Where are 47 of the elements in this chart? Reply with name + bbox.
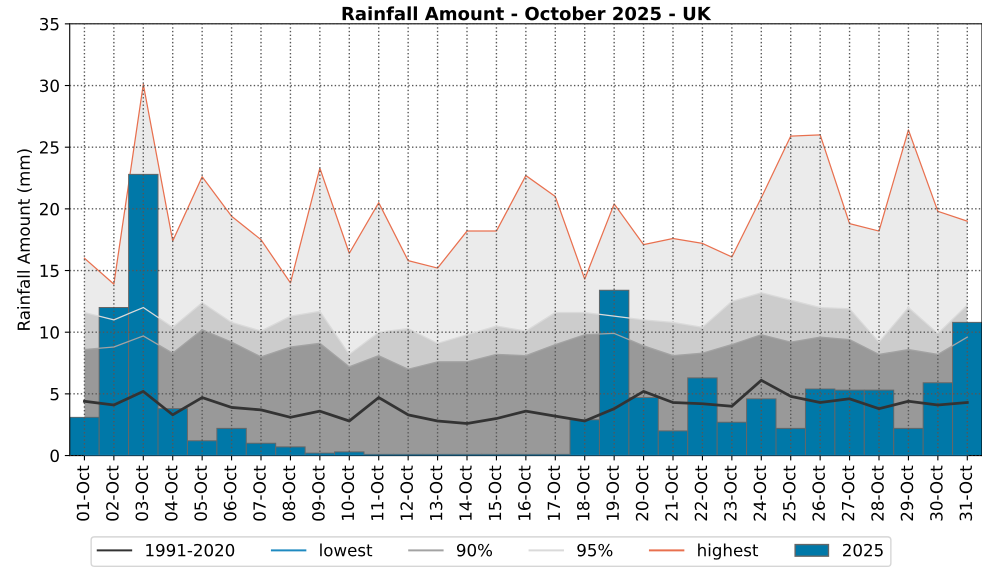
x-tick-label: 13-Oct <box>430 466 442 520</box>
y-tick-label: 25 <box>40 141 59 154</box>
y-tick-label: 15 <box>40 264 59 278</box>
legend-label: highest <box>698 544 758 560</box>
y-tick-label: 35 <box>40 18 59 30</box>
y-axis-title: Rainfall Amount (mm) <box>17 149 32 330</box>
x-tick-label: 09-Oct <box>312 466 325 521</box>
x-tick-label: 07-Oct <box>253 466 266 521</box>
y-tick-label: 0 <box>50 450 59 462</box>
x-tick-label: 31-Oct <box>960 466 972 520</box>
x-tick-label: 18-Oct <box>576 466 590 520</box>
x-tick-label: 17-Oct <box>548 466 560 520</box>
x-tick-label: 28-Oct <box>871 466 884 521</box>
x-tick-label: 05-Oct <box>194 466 207 521</box>
legend-label: 2025 <box>843 544 883 556</box>
y-tick-label: 20 <box>40 202 59 216</box>
x-tick-label: 25-Oct <box>782 466 796 521</box>
x-tick-label: 30-Oct <box>930 466 943 520</box>
y-tick-label: 10 <box>40 326 59 339</box>
x-tick-label: 21-Oct <box>665 466 678 521</box>
x-tick-label: 16-Oct <box>518 466 531 520</box>
legend-label: 1991-2020 <box>146 544 234 556</box>
legend-label: 95% <box>577 544 612 556</box>
x-tick-label: 29-Oct <box>900 466 914 521</box>
x-tick-label: 04-Oct <box>164 466 178 521</box>
x-tick-label: 27-Oct <box>842 466 854 521</box>
x-tick-label: 14-Oct <box>459 466 472 520</box>
legend-label: 90% <box>456 544 492 556</box>
x-tick-label: 03-Oct <box>136 466 148 521</box>
x-tick-label: 10-Oct <box>342 466 354 520</box>
x-tick-label: 08-Oct <box>282 466 296 521</box>
y-tick-label: 5 <box>50 388 59 400</box>
x-tick-label: 19-Oct <box>606 466 619 520</box>
x-tick-label: 02-Oct <box>106 466 119 521</box>
x-tick-label: 11-Oct <box>370 466 384 520</box>
x-tick-label: 06-Oct <box>224 466 236 521</box>
x-tick-label: 26-Oct <box>812 466 825 521</box>
chart-title: Rainfall Amount - October 2025 - UK <box>342 6 712 20</box>
x-tick-label: 20-Oct <box>636 466 648 521</box>
x-tick-label: 23-Oct <box>724 466 737 521</box>
x-tick-label: 12-Oct <box>400 466 413 520</box>
x-tick-label: 15-Oct <box>488 466 502 520</box>
x-tick-label: 24-Oct <box>754 466 766 521</box>
y-tick-label: 30 <box>40 79 59 92</box>
legend-label: lowest <box>320 544 372 556</box>
x-tick-label: 01-Oct <box>76 466 90 521</box>
x-tick-label: 22-Oct <box>694 466 708 521</box>
